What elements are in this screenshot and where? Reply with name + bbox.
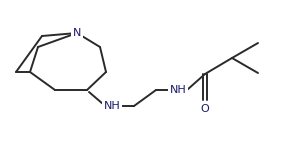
Text: NH: NH [170, 85, 186, 95]
Text: NH: NH [104, 101, 120, 111]
Text: O: O [201, 104, 209, 114]
Text: N: N [73, 28, 81, 38]
